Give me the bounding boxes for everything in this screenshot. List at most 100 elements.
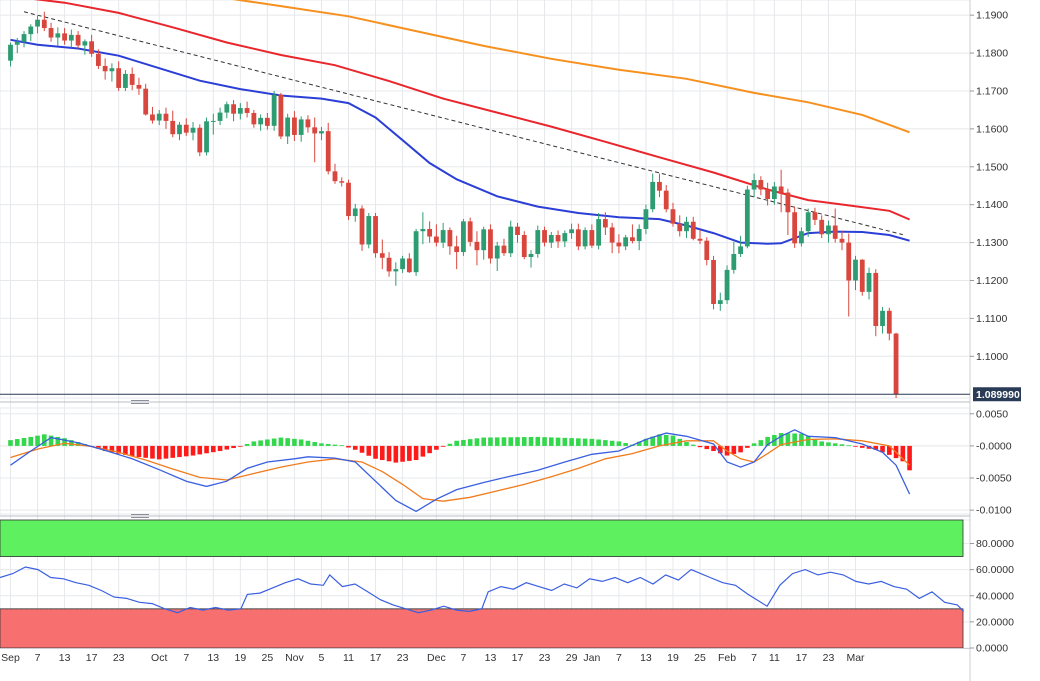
- macd-signal-line: [10, 438, 911, 502]
- candle: [433, 224, 439, 247]
- macd-histogram-bar: [75, 442, 81, 446]
- candle: [14, 37, 20, 54]
- candle-body: [305, 119, 311, 128]
- candle: [21, 31, 27, 48]
- x-tick-label: Mar: [846, 652, 865, 664]
- current-price-tag-background: [973, 387, 1021, 402]
- candle-body: [528, 253, 534, 257]
- candle-body: [420, 228, 426, 232]
- macd-histogram-bar: [616, 441, 622, 446]
- candle: [853, 255, 858, 290]
- candle-body: [569, 229, 574, 234]
- x-tick-label: 17: [370, 652, 382, 664]
- macd-histogram-bar: [582, 438, 588, 446]
- macd-histogram-bar: [62, 438, 67, 446]
- current-price-value: 1.089990: [976, 389, 1020, 401]
- macd-y-tick-label: -0.0100: [976, 505, 1012, 517]
- x-tick-label: 29: [566, 652, 578, 664]
- candle: [562, 230, 568, 248]
- candle: [609, 222, 615, 254]
- candle-body: [427, 228, 433, 237]
- macd-histogram-bar: [758, 440, 764, 446]
- candle: [298, 116, 304, 142]
- candle: [481, 226, 487, 260]
- candle: [62, 28, 67, 45]
- macd-y-tick-label: -0.0050: [976, 473, 1012, 485]
- candle: [819, 215, 825, 239]
- candle: [575, 223, 581, 251]
- candle: [636, 224, 642, 251]
- candle-body: [670, 209, 676, 224]
- macd-histogram-bar: [454, 440, 459, 446]
- candle-body: [839, 238, 845, 243]
- macd-histogram-bar: [501, 437, 507, 446]
- macd-histogram-bar: [373, 445, 378, 459]
- candle: [508, 220, 514, 257]
- candle: [312, 117, 318, 163]
- macd-histogram-bar: [183, 445, 189, 457]
- candle: [792, 206, 798, 248]
- candle-body: [332, 171, 338, 182]
- macd-histogram-bar: [643, 438, 649, 446]
- candle-body: [156, 113, 162, 121]
- candle-body: [224, 104, 230, 113]
- candle: [454, 235, 460, 270]
- rsi-y-tick-label: 60.0000: [976, 564, 1014, 576]
- x-tick-label: 23: [823, 652, 835, 664]
- candle: [95, 49, 101, 69]
- sma-fast-line: [10, 38, 910, 245]
- macd-histogram-bar: [28, 436, 34, 446]
- candle: [542, 226, 547, 247]
- candle: [785, 188, 791, 236]
- macd-histogram-bar: [42, 434, 47, 446]
- candle-body: [609, 227, 615, 243]
- candle: [488, 224, 493, 264]
- candle-body: [14, 41, 20, 45]
- candle-body: [481, 229, 487, 251]
- candle: [231, 100, 236, 122]
- candle: [325, 122, 331, 175]
- candle: [893, 332, 899, 398]
- rsi-y-tick-label: 20.0000: [976, 616, 1014, 628]
- candle: [156, 109, 162, 126]
- candle: [393, 262, 399, 286]
- macd-pane-frame: [0, 407, 971, 515]
- candle: [82, 39, 88, 55]
- macd-histogram-bar: [440, 445, 446, 447]
- x-tick-label: 11: [769, 652, 780, 664]
- macd-rsi-divider[interactable]: [0, 514, 970, 518]
- macd-histogram-bar: [150, 445, 155, 459]
- price-y-tick-label: 1.1200: [976, 275, 1008, 287]
- candle-body: [433, 236, 439, 243]
- candle-body: [210, 120, 216, 122]
- candle-body: [771, 186, 777, 199]
- candle: [264, 112, 270, 130]
- candle: [805, 208, 811, 237]
- candle-body: [41, 19, 47, 29]
- macd-histogram-bar: [285, 438, 290, 446]
- candle: [704, 237, 710, 266]
- candle: [589, 224, 595, 248]
- candle: [8, 42, 13, 67]
- price-macd-divider[interactable]: [0, 400, 970, 404]
- candle: [55, 27, 61, 46]
- candle-body: [183, 124, 189, 133]
- candle-body: [859, 259, 865, 292]
- macd-histogram-bar: [359, 445, 365, 453]
- candle: [319, 126, 324, 141]
- candle: [832, 208, 838, 243]
- candle: [413, 228, 419, 276]
- macd-histogram-bar: [690, 444, 696, 446]
- panel-dividers[interactable]: [0, 400, 970, 518]
- macd-histogram-bar: [298, 439, 304, 446]
- candle: [684, 216, 689, 239]
- sma-mid-line: [33, 0, 910, 221]
- x-tick-label: 13: [59, 652, 71, 664]
- macd-histogram-bar: [109, 445, 115, 453]
- candle-body: [488, 229, 493, 259]
- candle-body: [684, 221, 689, 232]
- macd-histogram-bar: [731, 445, 737, 454]
- candle-body: [406, 258, 412, 273]
- macd-histogram-bar: [907, 445, 912, 471]
- x-tick-label: 7: [751, 652, 757, 664]
